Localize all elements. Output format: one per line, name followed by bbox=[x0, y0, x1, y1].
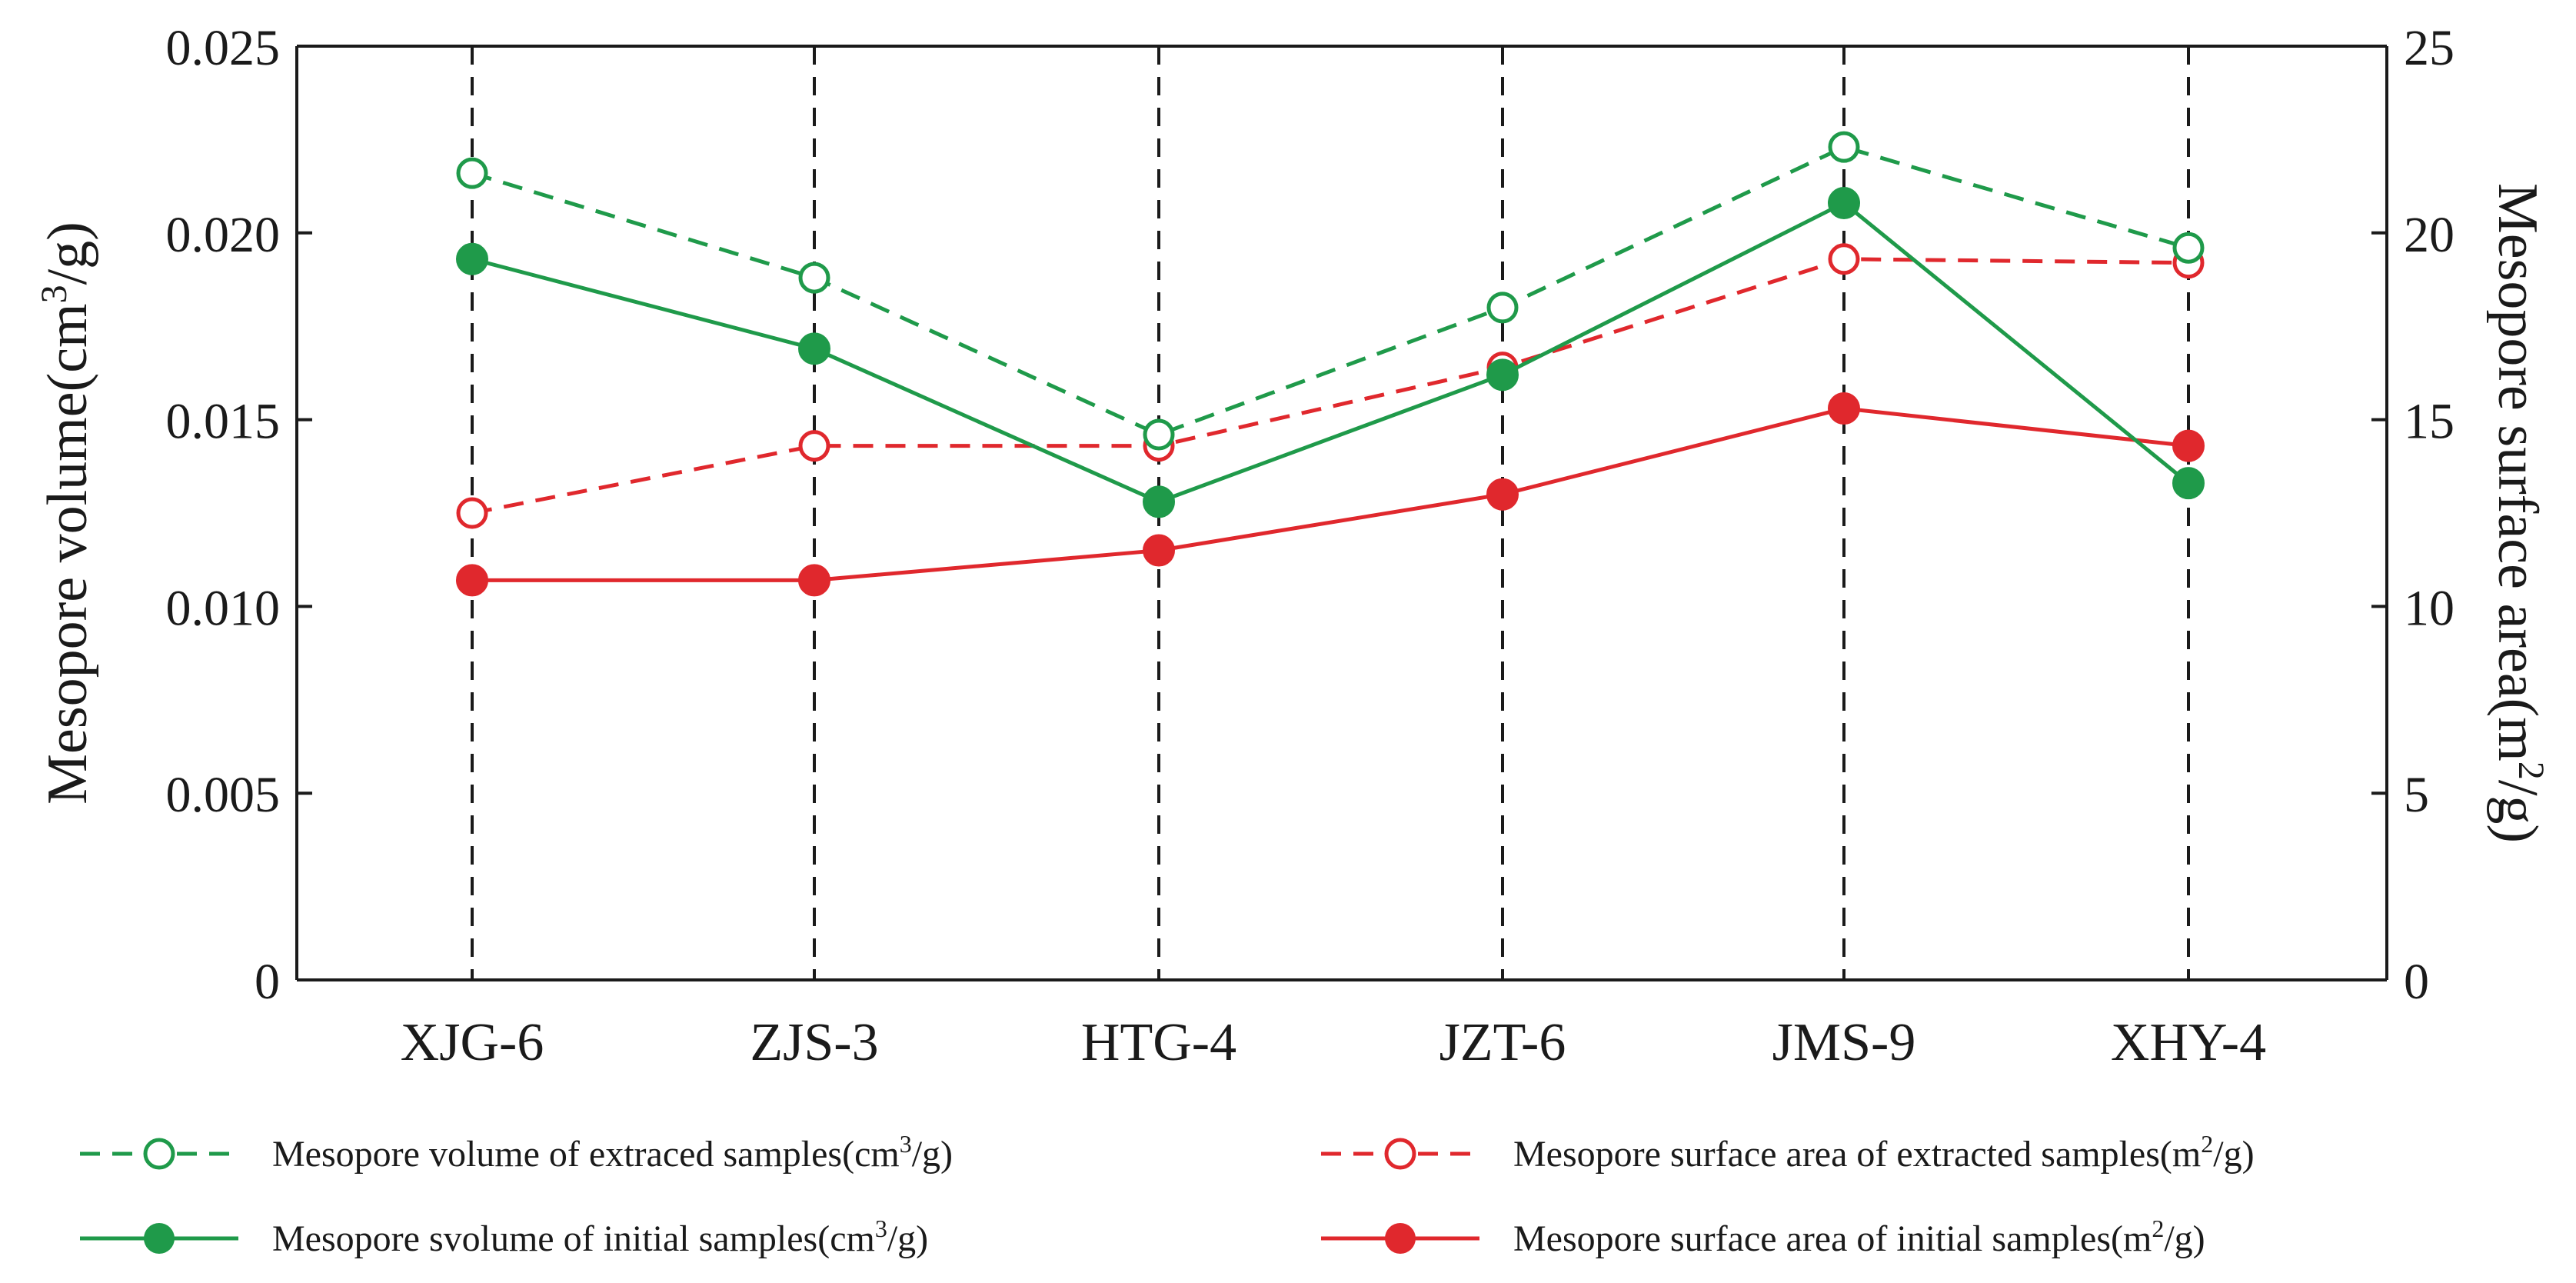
point-area-extracted-1 bbox=[456, 497, 488, 529]
point-area-initial-5 bbox=[1828, 392, 1860, 425]
series-line-vol-initial bbox=[471, 201, 2190, 504]
series-vol-initial bbox=[456, 186, 2205, 518]
right-tick-label: 5 bbox=[2404, 767, 2429, 823]
legend-label-area-initial: Mesopore surface area of initial samples… bbox=[1513, 1215, 2205, 1259]
category-label-6: XHY-4 bbox=[2111, 1013, 2266, 1072]
right-tick-label: 20 bbox=[2404, 207, 2455, 263]
point-area-extracted-5 bbox=[1828, 243, 1860, 275]
category-labels: XJG-6 ZJS-3 HTG-4 JZT-6 JMS-9 XHY-4 bbox=[401, 1013, 2266, 1072]
series-vol-extracted bbox=[456, 131, 2205, 451]
legend-label-vol-initial: Mesopore svolume of initial samples(cm3/… bbox=[272, 1215, 928, 1259]
left-tick-label: 0.025 bbox=[166, 20, 281, 76]
point-vol-initial-3 bbox=[1143, 485, 1175, 518]
legend-item-area-extracted: Mesopore surface area of extracted sampl… bbox=[1321, 1130, 2255, 1175]
point-vol-initial-5 bbox=[1828, 186, 1860, 219]
left-tick-label: 0.015 bbox=[166, 394, 281, 450]
category-guide-lines bbox=[471, 46, 2190, 980]
series-area-extracted bbox=[456, 243, 2205, 529]
legend-label-area-extracted: Mesopore surface area of extracted sampl… bbox=[1513, 1130, 2255, 1175]
category-label-4: JZT-6 bbox=[1439, 1013, 1566, 1072]
legend-item-vol-extracted: Mesopore volume of extraced samples(cm3/… bbox=[80, 1130, 953, 1175]
point-vol-initial-1 bbox=[456, 242, 488, 275]
legend-marker-vol-extracted bbox=[143, 1138, 175, 1170]
left-tick-label: 0.020 bbox=[166, 207, 281, 263]
legend-marker-area-extracted bbox=[1384, 1138, 1416, 1170]
legend-marker-vol-initial bbox=[144, 1223, 175, 1254]
point-area-extracted-2 bbox=[798, 430, 830, 462]
point-area-initial-3 bbox=[1143, 534, 1175, 567]
legend-item-area-initial: Mesopore surface area of initial samples… bbox=[1321, 1215, 2205, 1259]
axes bbox=[295, 45, 2388, 981]
category-label-5: JMS-9 bbox=[1772, 1013, 1916, 1072]
right-axis-title: Mesopore surface area(m2/g) bbox=[2486, 183, 2552, 843]
right-tick-label: 0 bbox=[2404, 954, 2429, 1010]
series-layer bbox=[456, 131, 2205, 597]
right-tick-label: 10 bbox=[2404, 580, 2455, 636]
left-axis-ticks: 0 0.005 0.010 0.015 0.020 0.025 bbox=[166, 20, 312, 1010]
series-area-initial bbox=[456, 392, 2205, 597]
category-label-3: HTG-4 bbox=[1081, 1013, 1236, 1072]
point-area-initial-2 bbox=[798, 564, 830, 597]
point-vol-initial-4 bbox=[1486, 358, 1519, 392]
left-tick-label: 0.010 bbox=[166, 580, 281, 636]
point-area-initial-4 bbox=[1486, 478, 1519, 511]
legend: Mesopore volume of extraced samples(cm3/… bbox=[80, 1130, 2255, 1259]
legend-item-vol-initial: Mesopore svolume of initial samples(cm3/… bbox=[80, 1215, 928, 1259]
point-vol-extracted-2 bbox=[798, 262, 830, 294]
point-vol-initial-2 bbox=[798, 332, 830, 365]
point-area-initial-6 bbox=[2172, 429, 2205, 462]
left-tick-label: 0.005 bbox=[166, 767, 281, 823]
point-area-initial-1 bbox=[456, 564, 488, 597]
left-axis-title: Mesopore volume(cm3/g) bbox=[34, 222, 100, 805]
series-line-area-extracted bbox=[471, 257, 2189, 515]
right-tick-label: 25 bbox=[2404, 20, 2455, 76]
point-vol-extracted-3 bbox=[1143, 418, 1175, 451]
point-vol-extracted-4 bbox=[1486, 292, 1519, 324]
point-vol-initial-6 bbox=[2172, 467, 2205, 500]
left-tick-label: 0 bbox=[255, 954, 280, 1010]
point-vol-extracted-1 bbox=[456, 157, 488, 189]
category-label-1: XJG-6 bbox=[401, 1013, 544, 1072]
right-tick-label: 15 bbox=[2404, 394, 2455, 450]
category-label-2: ZJS-3 bbox=[750, 1013, 878, 1072]
series-line-vol-extracted bbox=[471, 145, 2189, 437]
point-vol-extracted-5 bbox=[1828, 131, 1860, 163]
point-vol-extracted-6 bbox=[2172, 232, 2205, 264]
legend-marker-area-initial bbox=[1385, 1223, 1416, 1254]
right-axis-ticks: 0 5 10 15 20 25 bbox=[2371, 20, 2455, 1010]
legend-label-vol-extracted: Mesopore volume of extraced samples(cm3/… bbox=[272, 1130, 953, 1175]
series-line-area-initial bbox=[472, 406, 2189, 582]
